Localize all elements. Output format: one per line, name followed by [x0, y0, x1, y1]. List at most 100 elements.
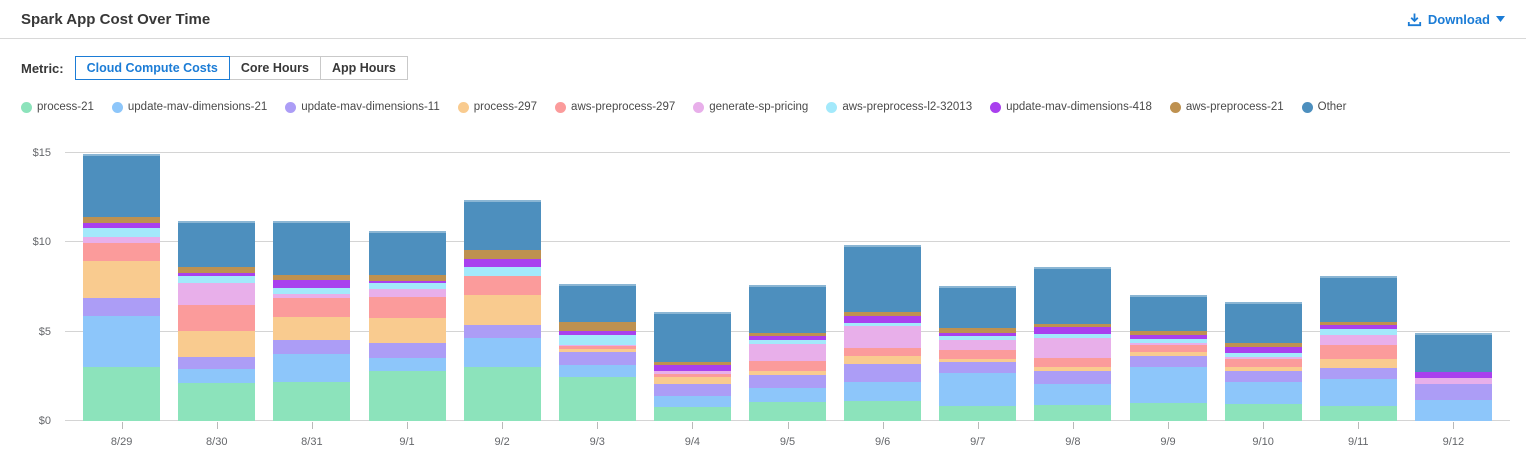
bar-segment-aws-preprocess-l2-32013[interactable] [178, 276, 256, 283]
bar-segment-aws-preprocess-297[interactable] [178, 304, 256, 331]
bar-segment-process-297[interactable] [1224, 366, 1302, 371]
bar-segment-other[interactable] [939, 286, 1017, 329]
bar-segment-process-21[interactable] [1034, 404, 1112, 421]
bar-segment-update-mav-dimensions-21[interactable] [844, 381, 922, 402]
bar-segment-aws-preprocess-21[interactable] [558, 321, 636, 331]
bar-segment-aws-preprocess-l2-32013[interactable] [1129, 338, 1207, 344]
bar-segment-aws-preprocess-21[interactable] [273, 274, 351, 280]
bar-segment-aws-preprocess-l2-32013[interactable] [83, 228, 161, 238]
legend-item-aws-preprocess-l2-32013[interactable]: aws-preprocess-l2-32013 [826, 101, 972, 113]
bar-segment-update-mav-dimensions-11[interactable] [273, 339, 351, 355]
bar-segment-aws-preprocess-21[interactable] [368, 275, 446, 281]
bar-segment-process-21[interactable] [558, 377, 636, 421]
bar-segment-process-21[interactable] [1129, 403, 1207, 421]
bar-segment-aws-preprocess-297[interactable] [1129, 345, 1207, 353]
bar-segment-aws-preprocess-l2-32013[interactable] [368, 283, 446, 289]
bar-segment-aws-preprocess-297[interactable] [368, 296, 446, 319]
bar-segment-aws-preprocess-297[interactable] [1034, 357, 1112, 367]
bar-segment-update-mav-dimensions-11[interactable] [844, 363, 922, 382]
bar-segment-update-mav-dimensions-11[interactable] [558, 352, 636, 365]
bar-segment-update-mav-dimensions-418[interactable] [83, 222, 161, 229]
bar-segment-aws-preprocess-21[interactable] [1129, 330, 1207, 336]
bar-segment-generate-sp-pricing[interactable] [558, 345, 636, 346]
bar-segment-update-mav-dimensions-11[interactable] [939, 362, 1017, 373]
bar-segment-process-297[interactable] [368, 318, 446, 344]
bar-segment-aws-preprocess-l2-32013[interactable] [1224, 353, 1302, 357]
bar-segment-other[interactable] [178, 220, 256, 268]
bar-segment-process-21[interactable] [939, 405, 1017, 421]
bar-segment-process-297[interactable] [83, 261, 161, 298]
bar-segment-generate-sp-pricing[interactable] [749, 344, 826, 362]
bar-segment-aws-preprocess-l2-32013[interactable] [463, 267, 541, 277]
bar-segment-update-mav-dimensions-418[interactable] [844, 315, 922, 323]
bar-segment-other[interactable] [749, 285, 826, 333]
bar-segment-process-297[interactable] [939, 358, 1017, 363]
bar-segment-process-297[interactable] [844, 355, 922, 364]
bar-segment-process-21[interactable] [273, 381, 351, 421]
bar-segment-other[interactable] [463, 199, 541, 251]
bar-segment-update-mav-dimensions-418[interactable] [1224, 346, 1302, 354]
bar-segment-other[interactable] [273, 220, 351, 275]
legend-item-process-297[interactable]: process-297 [457, 101, 537, 113]
bar-segment-other[interactable] [1034, 266, 1112, 324]
tab-core-hours[interactable]: Core Hours [228, 56, 321, 80]
bar-segment-aws-preprocess-l2-32013[interactable] [1319, 329, 1397, 336]
bar-segment-process-297[interactable] [178, 330, 256, 357]
bar-segment-process-21[interactable] [1319, 405, 1397, 421]
legend-item-process-21[interactable]: process-21 [21, 101, 94, 113]
bar-segment-aws-preprocess-l2-32013[interactable] [939, 336, 1017, 340]
tab-cloud-compute-costs[interactable]: Cloud Compute Costs [74, 56, 230, 80]
bar-segment-process-21[interactable] [653, 406, 731, 421]
bar-segment-update-mav-dimensions-418[interactable] [939, 332, 1017, 337]
bar-segment-update-mav-dimensions-21[interactable] [939, 372, 1017, 406]
bar-segment-update-mav-dimensions-418[interactable] [558, 330, 636, 336]
bar-segment-process-297[interactable] [1034, 366, 1112, 371]
bar-segment-update-mav-dimensions-21[interactable] [558, 364, 636, 378]
bar-segment-update-mav-dimensions-418[interactable] [273, 279, 351, 288]
bar-segment-process-297[interactable] [558, 348, 636, 353]
legend-item-update-mav-dimensions-418[interactable]: update-mav-dimensions-418 [990, 101, 1152, 113]
bar-segment-other[interactable] [1129, 295, 1207, 331]
bar-segment-aws-preprocess-l2-32013[interactable] [558, 335, 636, 346]
bar-segment-process-297[interactable] [749, 371, 826, 375]
bar-segment-update-mav-dimensions-21[interactable] [463, 337, 541, 367]
bar-segment-update-mav-dimensions-11[interactable] [1414, 384, 1492, 400]
bar-segment-process-297[interactable] [1129, 352, 1207, 356]
bar-segment-update-mav-dimensions-21[interactable] [1414, 399, 1492, 421]
bar-segment-aws-preprocess-297[interactable] [749, 361, 826, 372]
bar-segment-update-mav-dimensions-418[interactable] [653, 364, 731, 372]
bar-segment-aws-preprocess-297[interactable] [939, 350, 1017, 359]
bar-segment-update-mav-dimensions-418[interactable] [463, 259, 541, 268]
bar-segment-aws-preprocess-21[interactable] [1034, 323, 1112, 328]
bar-segment-update-mav-dimensions-418[interactable] [368, 280, 446, 284]
bar-segment-update-mav-dimensions-21[interactable] [83, 315, 161, 367]
bar-segment-update-mav-dimensions-21[interactable] [1129, 366, 1207, 404]
bar-segment-aws-preprocess-21[interactable] [844, 312, 922, 316]
legend-item-aws-preprocess-297[interactable]: aws-preprocess-297 [555, 101, 675, 113]
bar-segment-update-mav-dimensions-21[interactable] [178, 369, 256, 384]
bar-segment-aws-preprocess-21[interactable] [1319, 321, 1397, 326]
bar-segment-update-mav-dimensions-21[interactable] [368, 358, 446, 371]
bar-segment-generate-sp-pricing[interactable] [1319, 335, 1397, 346]
bar-segment-other[interactable] [83, 153, 161, 218]
bar-segment-aws-preprocess-297[interactable] [83, 243, 161, 262]
bar-segment-process-297[interactable] [653, 377, 731, 384]
bar-segment-aws-preprocess-21[interactable] [749, 332, 826, 337]
bar-segment-update-mav-dimensions-418[interactable] [1414, 371, 1492, 379]
bar-segment-aws-preprocess-297[interactable] [463, 276, 541, 296]
download-button[interactable]: Download [1407, 12, 1505, 27]
bar-segment-aws-preprocess-21[interactable] [83, 217, 161, 223]
bar-segment-generate-sp-pricing[interactable] [1414, 378, 1492, 385]
bar-segment-generate-sp-pricing[interactable] [1129, 343, 1207, 346]
bar-segment-update-mav-dimensions-11[interactable] [368, 343, 446, 359]
bar-segment-other[interactable] [558, 284, 636, 322]
bar-segment-process-21[interactable] [749, 402, 826, 421]
bar-segment-update-mav-dimensions-21[interactable] [749, 387, 826, 403]
bar-segment-generate-sp-pricing[interactable] [1224, 356, 1302, 359]
bar-segment-process-21[interactable] [463, 366, 541, 421]
bar-segment-process-21[interactable] [844, 401, 922, 421]
bar-segment-process-297[interactable] [1319, 358, 1397, 369]
bar-segment-update-mav-dimensions-11[interactable] [653, 383, 731, 396]
bar-segment-generate-sp-pricing[interactable] [939, 339, 1017, 351]
bar-segment-aws-preprocess-l2-32013[interactable] [273, 287, 351, 295]
